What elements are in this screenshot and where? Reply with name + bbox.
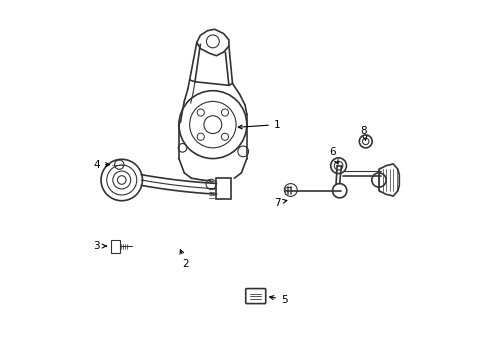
Text: 6: 6 [329, 148, 338, 164]
Text: 8: 8 [361, 126, 368, 140]
Text: 5: 5 [270, 295, 288, 305]
Text: 4: 4 [94, 159, 110, 170]
Text: 3: 3 [94, 241, 106, 251]
Text: 1: 1 [238, 120, 280, 130]
Text: 7: 7 [274, 198, 287, 207]
Text: 2: 2 [180, 250, 189, 269]
